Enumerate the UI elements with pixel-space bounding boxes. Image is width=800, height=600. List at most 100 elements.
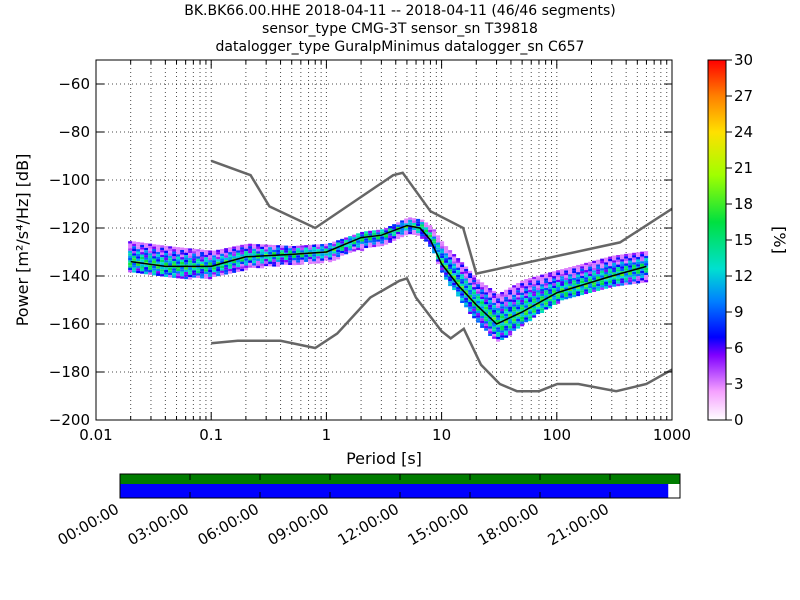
density-cell — [196, 249, 201, 252]
density-cell — [460, 300, 465, 304]
density-cell — [508, 323, 513, 326]
density-cell — [568, 271, 573, 275]
density-cell — [140, 252, 145, 255]
density-cell — [520, 319, 525, 322]
density-cell — [484, 287, 489, 290]
density-cell — [608, 266, 613, 269]
density-cell — [136, 256, 141, 259]
density-cell — [340, 246, 345, 249]
density-cell — [240, 247, 245, 250]
density-cell — [160, 254, 165, 258]
density-cell — [448, 276, 453, 279]
density-cell — [460, 264, 465, 268]
density-cell — [528, 313, 533, 317]
density-cell — [476, 315, 481, 318]
density-cell — [472, 299, 477, 302]
density-cell — [388, 240, 393, 243]
density-cell — [520, 316, 525, 320]
density-cell — [348, 248, 353, 251]
density-cell — [444, 274, 449, 278]
density-cell — [444, 270, 449, 273]
density-cell — [536, 294, 541, 298]
density-cell — [164, 260, 169, 263]
density-cell — [616, 274, 621, 277]
density-cell — [412, 218, 417, 221]
density-cell — [484, 297, 489, 300]
density-cell — [440, 253, 445, 256]
density-cell — [472, 282, 477, 285]
density-cell — [144, 245, 149, 248]
density-cell — [596, 264, 601, 267]
density-cell — [496, 327, 501, 330]
density-cell — [152, 246, 157, 249]
density-cell — [492, 293, 497, 296]
density-cell — [284, 260, 289, 263]
density-cell — [396, 222, 401, 225]
density-cell — [448, 283, 453, 287]
density-cell — [528, 316, 533, 319]
density-cell — [508, 297, 513, 300]
density-cell — [372, 244, 377, 248]
density-cell — [484, 316, 489, 319]
density-cell — [464, 302, 469, 305]
density-cell — [468, 311, 473, 315]
density-cell — [456, 282, 461, 285]
density-cell — [556, 272, 561, 275]
density-cell — [592, 272, 597, 276]
density-cell — [400, 222, 405, 226]
density-cell — [556, 270, 561, 273]
density-cell — [256, 256, 261, 259]
time-tick-label: 15:00:00 — [405, 500, 472, 549]
density-cell — [604, 281, 609, 285]
density-cell — [128, 260, 133, 263]
density-cell — [248, 253, 253, 256]
density-cell — [524, 281, 529, 284]
density-cell — [612, 277, 617, 280]
density-cell — [508, 304, 513, 307]
density-cell — [568, 267, 573, 270]
density-cell — [244, 263, 249, 266]
density-cell — [548, 294, 553, 297]
density-cell — [216, 264, 221, 267]
density-cell — [168, 253, 173, 256]
density-cell — [604, 267, 609, 270]
density-cell — [344, 239, 349, 243]
density-cell — [452, 261, 457, 264]
density-cell — [568, 279, 573, 282]
density-cell — [476, 293, 481, 297]
y-tick-label: −160 — [49, 315, 90, 333]
density-cell — [224, 272, 229, 275]
density-cell — [304, 254, 309, 258]
density-cell — [548, 303, 553, 307]
density-cell — [144, 255, 149, 258]
density-cell — [624, 253, 629, 257]
density-cell — [360, 234, 365, 237]
density-cell — [232, 251, 237, 254]
density-cell — [576, 264, 581, 268]
density-cell — [316, 256, 321, 259]
density-cell — [556, 296, 561, 299]
density-cell — [540, 291, 545, 294]
density-cell — [284, 248, 289, 251]
density-cell — [596, 266, 601, 270]
density-cell — [432, 250, 437, 254]
density-cell — [176, 261, 181, 264]
density-cell — [492, 302, 497, 306]
density-cell — [188, 257, 193, 261]
density-cell — [468, 278, 473, 281]
density-cell — [520, 295, 525, 298]
density-cell — [168, 260, 173, 264]
density-cell — [364, 233, 369, 237]
density-cell — [232, 256, 237, 259]
density-cell — [472, 275, 477, 278]
density-cell — [336, 247, 341, 250]
density-cell — [352, 249, 357, 252]
density-cell — [196, 256, 201, 259]
colorbar-tick-label: 0 — [734, 411, 744, 429]
density-cell — [204, 259, 209, 263]
density-cell — [312, 261, 317, 264]
density-cell — [224, 255, 229, 258]
density-cell — [536, 304, 541, 307]
density-cell — [484, 301, 489, 305]
density-cell — [264, 256, 269, 259]
